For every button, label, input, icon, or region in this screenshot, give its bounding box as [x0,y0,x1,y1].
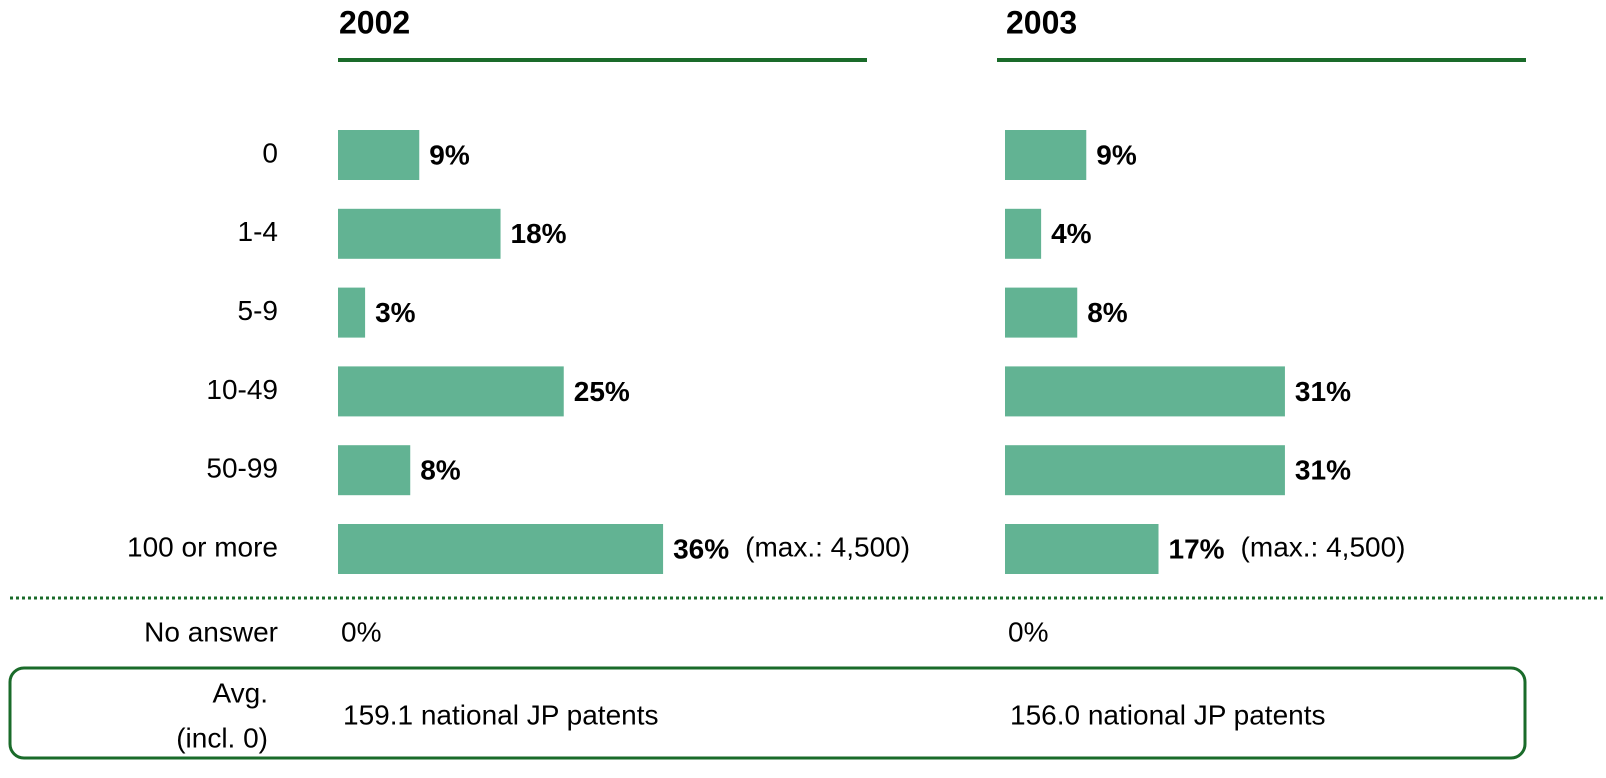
value-label: 25% [574,376,630,407]
value-label: 8% [420,455,461,486]
bar [338,366,564,417]
average-label: (incl. 0) [176,722,268,753]
value-label: 8% [1087,297,1128,328]
category-label: 1-4 [238,216,278,247]
value-label: 9% [429,139,470,170]
value-label: 9% [1096,139,1137,170]
panel-title: 2002 [339,4,410,40]
average-box [8,666,1527,760]
bar [1005,366,1285,417]
category-label: 5-9 [238,295,278,326]
no-answer-label: No answer [144,616,278,647]
bar [338,445,411,496]
value-label: 17% [1169,533,1225,564]
average-label: Avg. [212,677,268,708]
category-label: 100 or more [127,531,278,562]
value-label: 31% [1295,376,1351,407]
bar [1005,287,1078,338]
bar [338,524,664,574]
category-label: 10-49 [206,374,278,405]
no-answer-value: 0% [1008,616,1048,647]
category-label: 0 [262,137,278,168]
bar [338,130,420,180]
value-label: 4% [1051,218,1092,249]
note: (max.: 4,500) [1241,531,1406,562]
average-value: 159.1 national JP patents [343,699,659,730]
bar [1005,524,1159,574]
category-label: 50-99 [206,453,278,484]
bar [338,208,501,259]
bar [338,287,366,338]
bar [1005,445,1285,496]
value-label: 36% [673,533,729,564]
bar [1005,130,1087,180]
value-label: 3% [375,297,416,328]
note: (max.: 4,500) [745,531,910,562]
average-value: 156.0 national JP patents [1010,699,1326,730]
no-answer-value: 0% [341,616,381,647]
value-label: 31% [1295,455,1351,486]
panel-title: 2003 [1006,4,1077,40]
bar [1005,208,1042,259]
value-label: 18% [511,218,567,249]
